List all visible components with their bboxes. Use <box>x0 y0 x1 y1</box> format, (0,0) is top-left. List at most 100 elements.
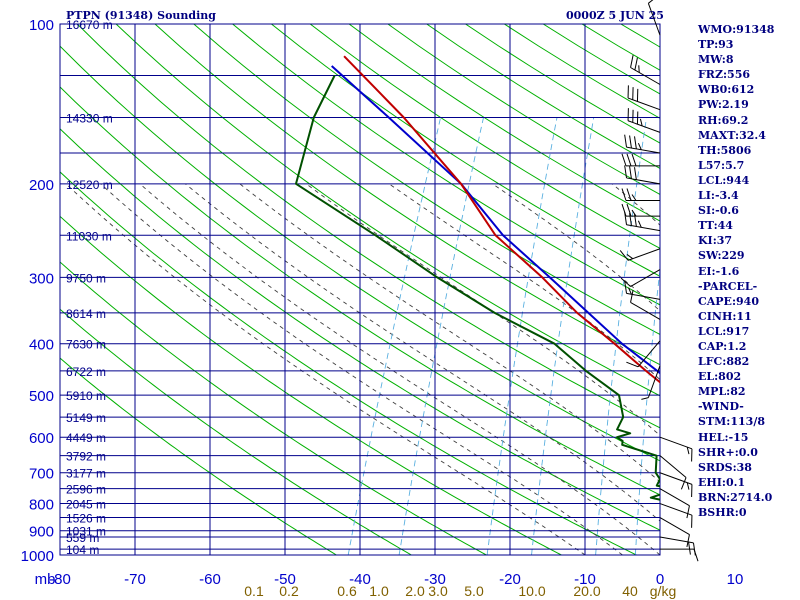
dry-adiabat-line <box>60 128 660 531</box>
height-label: 8614 m <box>66 307 106 321</box>
index-item: SI:-0.6 <box>698 204 739 218</box>
pressure-tick-label: 100 <box>29 17 54 34</box>
wind-barb <box>659 488 690 519</box>
skew-t-background-lines <box>60 24 800 556</box>
temperature-tick-label: -30 <box>424 571 446 588</box>
index-item: BRN:2714.0 <box>698 490 773 504</box>
pressure-tick-label: 600 <box>29 430 54 447</box>
wind-barb <box>647 0 661 36</box>
mixing-ratio-label: 20.0 <box>573 583 600 599</box>
pressure-unit-label: mb <box>35 571 56 588</box>
pressure-tick-label: 900 <box>29 524 54 541</box>
index-item: LI:-3.4 <box>698 189 739 203</box>
index-item: TH:5806 <box>698 143 752 157</box>
index-item: CAP:1.2 <box>698 339 747 353</box>
dry-adiabat-line <box>776 24 800 555</box>
temperature-profile-line <box>343 55 660 384</box>
moist-adiabat-line <box>492 183 660 312</box>
temperature-tick-label: -80 <box>49 571 71 588</box>
mixing-ratio-label: 1.0 <box>369 583 389 599</box>
index-item: SW:229 <box>698 249 745 263</box>
index-item: SHR+:0.0 <box>698 445 758 459</box>
index-item: MPL:82 <box>698 385 746 399</box>
index-item: EL:802 <box>698 370 742 384</box>
wind-barb <box>641 365 661 400</box>
mixing-ratio-label: 3.0 <box>428 583 448 599</box>
index-item: MW:8 <box>698 53 734 67</box>
wind-barb <box>659 517 690 548</box>
wind-barb <box>621 188 660 202</box>
index-item: MAXT:32.4 <box>698 128 766 142</box>
wind-barb <box>659 472 693 498</box>
dewpoint-profile-line <box>295 75 660 501</box>
wind-barb <box>624 134 661 154</box>
plot-frame <box>59 23 661 556</box>
moist-adiabat-line <box>100 183 623 556</box>
wind-barb <box>620 269 661 287</box>
wind-barb <box>659 536 696 556</box>
sounding-time: 0000Z 5 JUN 25 <box>566 9 664 22</box>
mixing-ratio-label: g/kg <box>650 583 676 599</box>
wind-barbs <box>619 0 699 562</box>
height-label: 11030 m <box>66 229 112 243</box>
temperature-tick-label: -50 <box>274 571 296 588</box>
index-item: FRZ:556 <box>698 68 751 82</box>
mixing-ratio-label: 0.6 <box>337 583 357 599</box>
pressure-tick-label: 200 <box>29 177 54 194</box>
station-title: PTPN (91348) Sounding <box>66 9 216 22</box>
mixing-ratio-label: 5.0 <box>464 583 484 599</box>
wind-barb <box>619 248 661 261</box>
pressure-tick-label: 700 <box>29 466 54 483</box>
index-item: LCL:917 <box>698 324 750 338</box>
wind-barb <box>659 436 693 462</box>
height-label: 4449 m <box>66 431 106 445</box>
mixing-ratio-line <box>398 117 484 556</box>
height-label: 2045 m <box>66 498 106 512</box>
wind-barb <box>630 289 661 320</box>
wind-barb <box>624 212 661 232</box>
height-label: 2596 m <box>66 483 106 497</box>
parcel-trace-line <box>331 65 660 375</box>
height-label: 5149 m <box>66 411 106 425</box>
wind-barb <box>630 55 661 85</box>
mixing-ratio-line <box>531 117 595 556</box>
mixing-ratio-line <box>347 117 442 556</box>
height-label: 16670 m <box>66 18 113 32</box>
index-item: LFC:882 <box>698 355 750 369</box>
index-item: KI:37 <box>698 234 733 248</box>
wind-barb <box>659 455 687 490</box>
index-item: LCL:944 <box>698 173 750 187</box>
index-item: WB0:612 <box>698 83 755 97</box>
height-label: 3792 m <box>66 450 106 464</box>
height-label: 1526 m <box>66 512 106 526</box>
mixing-ratio-line <box>486 117 558 556</box>
index-item: CINH:11 <box>698 309 752 323</box>
wind-barb <box>621 153 660 167</box>
skew-t-grid <box>59 23 661 556</box>
index-item: EI:-1.6 <box>698 264 740 278</box>
height-label: 7630 m <box>66 338 106 352</box>
index-item: -WIND- <box>698 400 744 414</box>
wind-barb <box>624 165 661 185</box>
height-label: 3177 m <box>66 467 106 481</box>
index-item: TP:93 <box>698 38 734 52</box>
pressure-tick-label: 1000 <box>21 548 54 565</box>
moist-adiabat-line <box>139 183 660 556</box>
height-label: 104 m <box>66 543 99 557</box>
height-label: 9750 m <box>66 271 106 285</box>
mixing-ratio-line <box>595 117 647 556</box>
index-item: BSHR:0 <box>698 506 747 519</box>
temperature-tick-label: 0 <box>656 571 664 588</box>
mixing-ratio-label: 40 <box>622 583 638 599</box>
wind-barb <box>624 280 661 300</box>
temperature-tick-label: -10 <box>574 571 596 588</box>
sounding-profiles <box>295 55 660 501</box>
index-item: CAPE:940 <box>698 294 759 308</box>
mixing-ratio-label: 0.2 <box>279 583 299 599</box>
height-label: 14330 m <box>66 112 113 126</box>
index-item: RH:69.2 <box>698 113 749 127</box>
index-item: HEL:-15 <box>698 430 749 444</box>
pressure-tick-label: 500 <box>29 388 54 405</box>
